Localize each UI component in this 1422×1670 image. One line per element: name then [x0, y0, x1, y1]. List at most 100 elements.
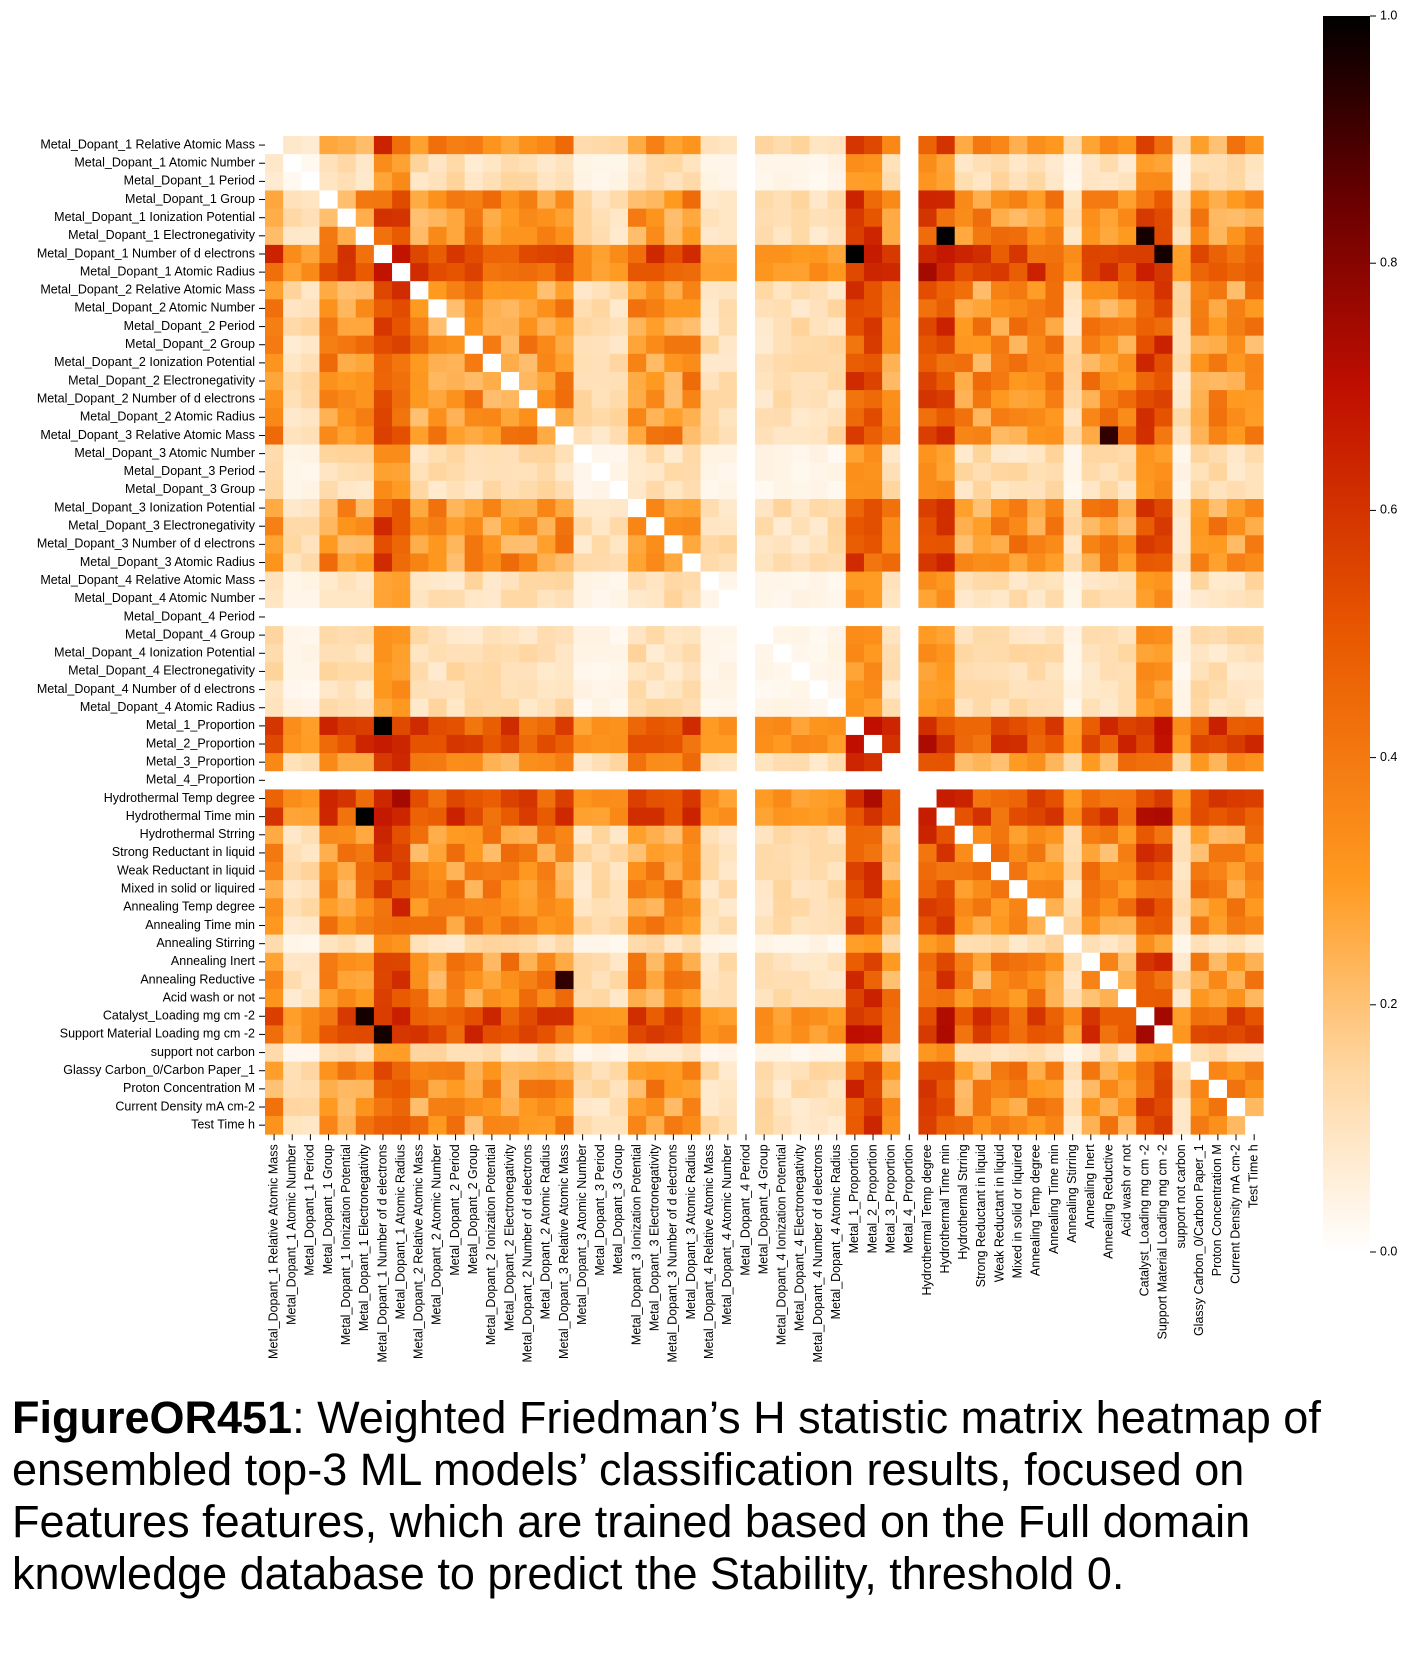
heatmap-cell — [1027, 698, 1046, 718]
heatmap-cell — [1245, 408, 1264, 427]
heatmap-cell — [936, 553, 956, 572]
heatmap-cell — [628, 353, 647, 373]
heatmap-cell — [1190, 136, 1210, 155]
heatmap-cell — [1099, 698, 1119, 718]
heatmap-cell — [773, 698, 792, 718]
heatmap-cell — [1136, 444, 1155, 464]
heatmap-cell — [718, 807, 738, 827]
heatmap-cell — [355, 1079, 375, 1099]
heatmap-cell — [410, 1043, 429, 1063]
heatmap-cell — [555, 136, 574, 155]
heatmap-cell — [918, 843, 937, 863]
heatmap-cell — [882, 480, 901, 500]
heatmap-cell — [954, 190, 974, 209]
heatmap-cell — [446, 444, 466, 464]
heatmap-cell — [936, 281, 956, 300]
heatmap-cell — [1226, 753, 1246, 772]
heatmap-cell — [791, 281, 810, 300]
heatmap-cell — [1190, 426, 1210, 445]
heatmap-cell — [355, 970, 375, 990]
heatmap-cell — [1118, 571, 1137, 591]
heatmap-cell — [664, 1116, 683, 1135]
heatmap-cell — [863, 880, 883, 899]
heatmap-cell — [373, 517, 393, 536]
heatmap-cell — [682, 136, 701, 155]
heatmap-cell — [700, 408, 720, 427]
heatmap-cell — [337, 843, 357, 863]
heatmap-cell — [573, 172, 593, 191]
heatmap-cell — [537, 607, 556, 627]
heatmap-cell — [646, 807, 665, 827]
heatmap-cell — [392, 807, 411, 827]
heatmap-cell — [1208, 1079, 1228, 1099]
column-label: Metal_Dopant_1 Period — [303, 1144, 317, 1275]
heatmap-cell — [609, 226, 629, 246]
heatmap-cell — [1027, 499, 1046, 518]
heatmap-cell — [500, 335, 520, 355]
heatmap-cell — [464, 789, 484, 808]
heatmap-cell — [1226, 263, 1246, 282]
heatmap-cell — [1045, 771, 1064, 790]
heatmap-cell — [519, 353, 538, 373]
heatmap-cell — [500, 952, 520, 972]
heatmap-cell — [791, 480, 810, 500]
heatmap-cell — [428, 426, 447, 445]
row-label: Catalyst_Loading mg cm -2 — [103, 1009, 255, 1023]
heatmap-cell — [283, 644, 302, 663]
heatmap-cell — [573, 898, 593, 917]
heatmap-cell — [845, 843, 865, 863]
heatmap-cell — [1045, 825, 1064, 845]
heatmap-cell — [1208, 408, 1228, 427]
heatmap-cell — [410, 317, 429, 337]
heatmap-cell — [773, 1007, 792, 1026]
heatmap-cell — [1172, 771, 1192, 790]
heatmap-cell — [918, 499, 937, 518]
heatmap-cell — [428, 1025, 447, 1044]
heatmap-cell — [1136, 517, 1155, 536]
heatmap-cell — [555, 571, 574, 591]
heatmap-cell — [591, 444, 611, 464]
heatmap-cell — [1099, 571, 1119, 591]
heatmap-cell — [809, 989, 829, 1008]
heatmap-cell — [918, 426, 937, 445]
heatmap-cell — [755, 589, 774, 609]
heatmap-cell — [591, 716, 611, 736]
heatmap-cell — [1245, 1025, 1264, 1044]
heatmap-cell — [628, 154, 647, 173]
heatmap-cell — [373, 408, 393, 427]
heatmap-cell — [1081, 208, 1101, 228]
heatmap-cell — [736, 317, 756, 337]
heatmap-cell — [428, 825, 447, 845]
heatmap-cell — [410, 190, 429, 209]
heatmap-cell — [410, 299, 429, 318]
heatmap-cell — [791, 353, 810, 373]
heatmap-cell — [1190, 734, 1210, 754]
heatmap-cell — [283, 226, 302, 246]
heatmap-cell — [1226, 553, 1246, 572]
heatmap-cell — [882, 626, 901, 645]
heatmap-cell — [882, 335, 901, 355]
heatmap-cell — [1208, 970, 1228, 990]
heatmap-cell — [591, 281, 611, 300]
heatmap-cell — [1118, 970, 1137, 990]
heatmap-cell — [954, 1079, 974, 1099]
heatmap-cell — [1045, 626, 1064, 645]
heatmap-cell — [1063, 299, 1083, 318]
heatmap-cell — [936, 371, 956, 391]
heatmap-cell — [1245, 263, 1264, 282]
heatmap-cell — [1099, 607, 1119, 627]
heatmap-cell — [1136, 263, 1155, 282]
heatmap-cell — [1208, 807, 1228, 827]
heatmap-cell — [900, 644, 919, 663]
column-label: Current Density mA cm-2 — [1228, 1144, 1242, 1284]
heatmap-cell — [900, 517, 919, 536]
heatmap-cell — [936, 771, 956, 790]
heatmap-cell — [863, 989, 883, 1008]
heatmap-cell — [1172, 916, 1192, 935]
heatmap-cell — [537, 698, 556, 718]
heatmap-cell — [1063, 644, 1083, 663]
heatmap-cell — [392, 862, 411, 881]
heatmap-cell — [664, 426, 683, 445]
heatmap-cell — [900, 771, 919, 790]
heatmap-cell — [900, 299, 919, 318]
